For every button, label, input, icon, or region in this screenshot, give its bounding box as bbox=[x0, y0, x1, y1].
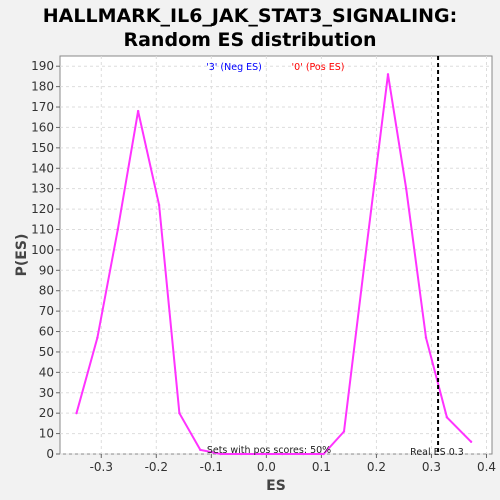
y-tick-label: 100 bbox=[31, 243, 54, 257]
pos-es-legend: '0' (Pos ES) bbox=[292, 62, 345, 73]
data-point bbox=[404, 187, 408, 190]
x-axis-ticks: -0.3 -0.2 -0.1 0.0 0.1 0.2 0.3 0.4 bbox=[90, 454, 496, 474]
data-point bbox=[116, 228, 119, 231]
data-point bbox=[363, 258, 367, 262]
series-group bbox=[75, 73, 473, 456]
es-distribution-line bbox=[75, 74, 472, 455]
y-tick-label: 190 bbox=[31, 59, 54, 73]
chart-title: HALLMARK_IL6_JAK_STAT3_SIGNALING: bbox=[43, 5, 457, 27]
data-point bbox=[219, 452, 222, 456]
y-tick-label: 90 bbox=[39, 263, 54, 277]
x-tick-label: 0.1 bbox=[312, 460, 331, 474]
x-tick-label: -0.2 bbox=[145, 460, 168, 474]
real-es-label: Real ES 0.3 bbox=[410, 447, 464, 458]
data-point bbox=[178, 411, 181, 415]
x-axis-label: ES bbox=[266, 478, 286, 494]
y-tick-label: 50 bbox=[39, 345, 54, 359]
data-point bbox=[96, 336, 99, 339]
data-point bbox=[260, 452, 264, 456]
x-tick-label: 0.4 bbox=[477, 460, 496, 474]
x-tick-label: -0.3 bbox=[90, 460, 113, 474]
pos-scores-note: Sets with pos scores: 50% bbox=[207, 445, 331, 456]
y-tick-label: 140 bbox=[31, 161, 54, 175]
y-tick-label: 120 bbox=[31, 202, 54, 216]
data-point bbox=[445, 416, 449, 419]
data-point bbox=[386, 73, 390, 76]
x-tick-label: 0.0 bbox=[257, 460, 276, 474]
y-tick-label: 60 bbox=[39, 325, 54, 339]
data-point bbox=[342, 430, 346, 433]
data-point bbox=[239, 452, 243, 456]
plot-area bbox=[59, 55, 493, 455]
y-tick-label: 150 bbox=[31, 141, 54, 155]
data-point bbox=[157, 203, 161, 207]
y-tick-label: 130 bbox=[31, 182, 54, 196]
data-point bbox=[75, 411, 78, 415]
y-tick-label: 70 bbox=[39, 304, 54, 318]
x-tick-label: -0.1 bbox=[200, 460, 223, 474]
y-tick-label: 10 bbox=[39, 427, 54, 441]
neg-es-legend: '3' (Neg ES) bbox=[206, 62, 262, 73]
y-axis-label: P(ES) bbox=[14, 234, 30, 277]
y-axis-ticks: 0 10 20 30 40 50 60 70 80 90 100 110 120 130 140 150 160… bbox=[31, 59, 60, 461]
y-tick-label: 20 bbox=[39, 406, 54, 420]
y-tick-label: 170 bbox=[31, 100, 54, 114]
x-tick-label: 0.3 bbox=[422, 460, 441, 474]
data-point bbox=[281, 452, 284, 456]
y-tick-label: 30 bbox=[39, 386, 54, 400]
x-tick-label: 0.2 bbox=[367, 460, 386, 474]
y-tick-label: 80 bbox=[39, 284, 54, 298]
data-point bbox=[136, 109, 140, 113]
data-point bbox=[469, 440, 473, 443]
y-tick-label: 110 bbox=[31, 222, 54, 236]
y-tick-label: 0 bbox=[46, 447, 54, 461]
y-tick-label: 180 bbox=[31, 80, 54, 94]
data-point bbox=[302, 452, 305, 456]
data-point bbox=[322, 452, 325, 456]
y-tick-label: 40 bbox=[39, 365, 54, 379]
y-tick-label: 160 bbox=[31, 120, 54, 134]
data-point bbox=[424, 336, 428, 339]
data-point bbox=[199, 448, 202, 452]
chart-subtitle: Random ES distribution bbox=[123, 29, 376, 51]
grid bbox=[60, 56, 492, 455]
